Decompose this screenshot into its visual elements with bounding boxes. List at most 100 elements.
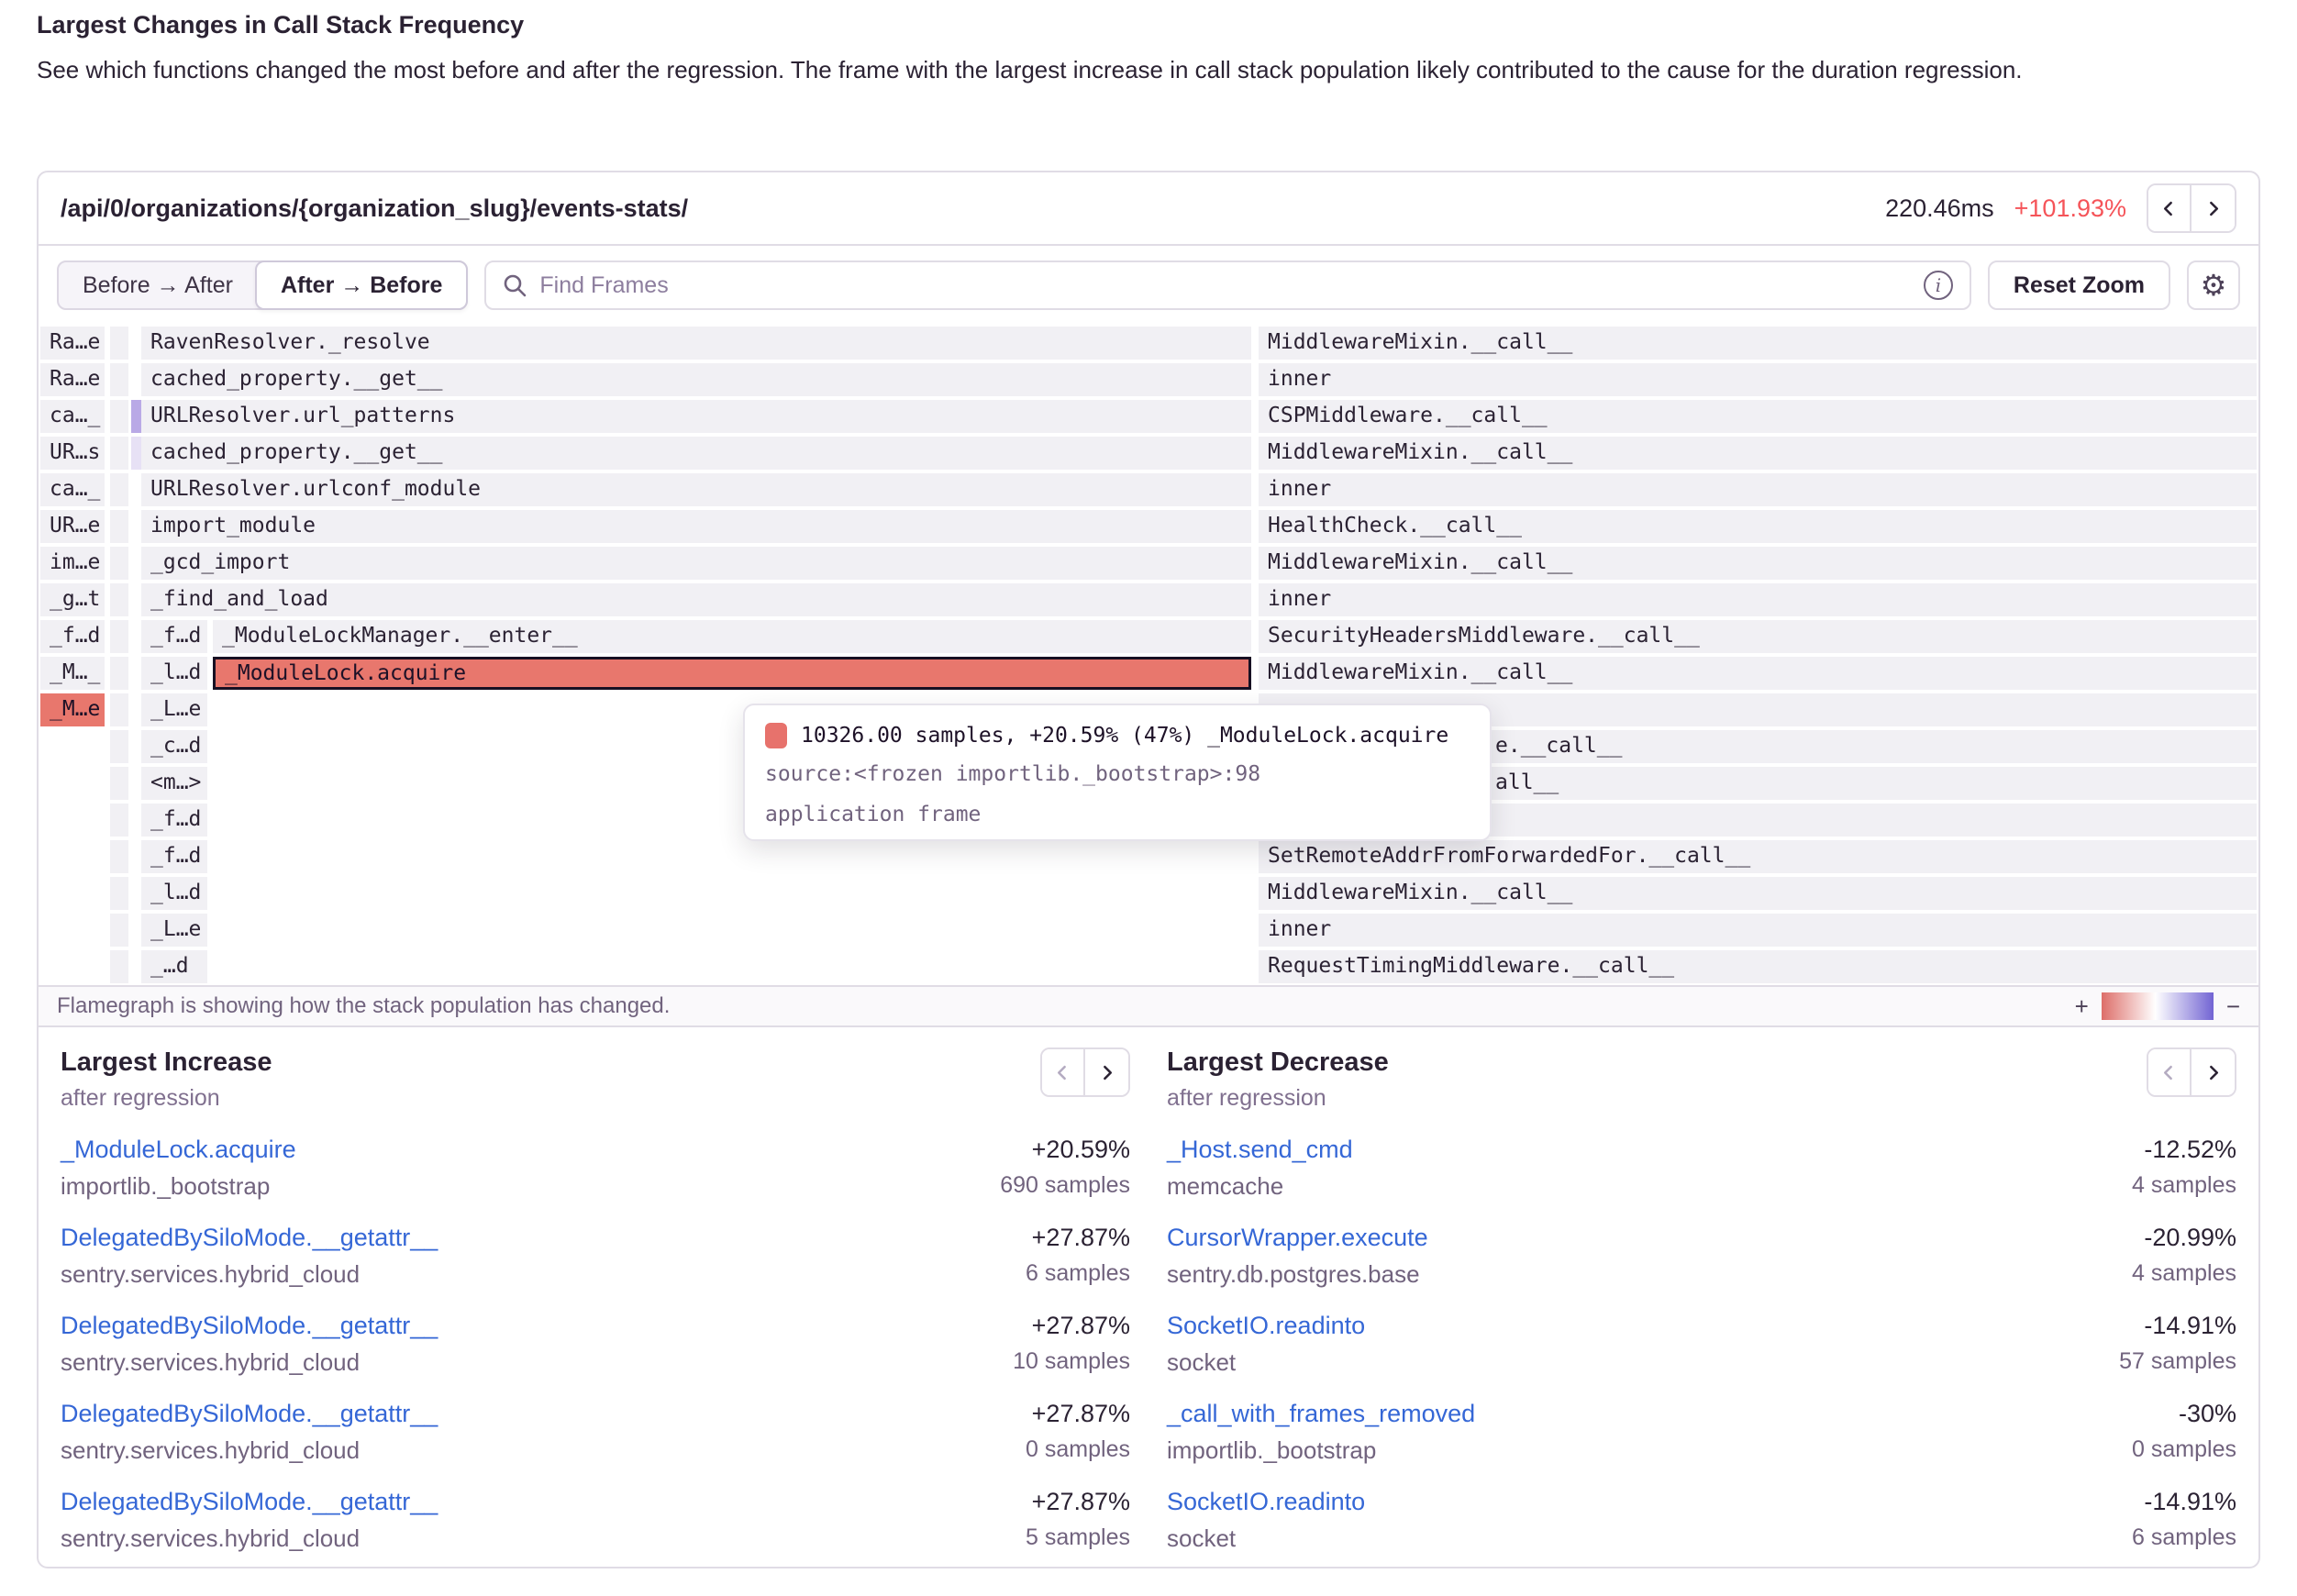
flame-frame[interactable]: <m…> [141,767,207,800]
flame-frame-sliver[interactable] [110,327,128,360]
flame-frame[interactable]: inner [1259,914,2257,947]
flame-frame[interactable]: _find_and_load [141,583,1251,616]
flame-frame[interactable]: _f…d [141,804,207,837]
list-item: DelegatedBySiloMode.__getattr__ sentry.s… [61,1400,1130,1465]
module-label: memcache [1167,1172,1284,1200]
function-link[interactable]: _ModuleLock.acquire [61,1136,296,1163]
list-item: CursorWrapper.execute sentry.db.postgres… [1167,1224,2236,1289]
function-link[interactable]: CursorWrapper.execute [1167,1224,1428,1251]
flame-frame[interactable]: _f…d [141,620,207,653]
flame-frame[interactable]: MiddlewareMixin.__call__ [1259,437,2257,470]
prev-page-button[interactable] [1042,1049,1085,1095]
flame-frame[interactable]: inner [1259,583,2257,616]
function-link[interactable]: _Host.send_cmd [1167,1136,1353,1163]
flame-frame[interactable]: URLResolver.urlconf_module [141,473,1251,506]
flame-frame[interactable]: _l…d [141,657,207,690]
function-link[interactable]: DelegatedBySiloMode.__getattr__ [61,1224,438,1251]
flame-frame[interactable]: im…e [40,547,105,580]
list-item: DelegatedBySiloMode.__getattr__ sentry.s… [61,1488,1130,1553]
toggle-before-after[interactable]: Before → After [83,272,233,298]
flame-frame-sliver[interactable] [110,473,128,506]
flame-frame-sliver[interactable] [110,950,128,983]
flame-frame[interactable]: import_module [141,510,1251,543]
function-link[interactable]: DelegatedBySiloMode.__getattr__ [61,1488,438,1515]
flame-frame[interactable]: _ModuleLockManager.__enter__ [213,620,1251,653]
flame-frame-sliver[interactable] [110,877,128,910]
search-input[interactable] [539,272,1911,299]
flame-frame[interactable]: UR…e [40,510,105,543]
flame-frame-sliver[interactable] [110,767,128,800]
function-link[interactable]: _call_with_frames_removed [1167,1400,1476,1427]
flame-frame-sliver[interactable] [110,657,128,690]
flame-frame[interactable]: Ra…e [40,363,105,396]
flame-frame[interactable]: SecurityHeadersMiddleware.__call__ [1259,620,2257,653]
flame-frame-sliver[interactable] [110,693,128,726]
next-page-button[interactable] [1085,1049,1128,1095]
flame-frame-sliver[interactable] [131,400,143,433]
flame-frame-sliver[interactable] [131,437,143,470]
flame-frame-sliver[interactable] [110,547,128,580]
flame-frame[interactable]: _c…d [141,730,207,763]
function-link[interactable]: DelegatedBySiloMode.__getattr__ [61,1312,438,1339]
flame-frame[interactable]: MiddlewareMixin.__call__ [1259,877,2257,910]
flame-frame[interactable]: SetRemoteAddrFromForwardedFor.__call__ [1259,840,2257,873]
flame-frame[interactable]: inner [1259,473,2257,506]
flame-frame-sliver[interactable] [110,583,128,616]
function-link[interactable]: SocketIO.readinto [1167,1488,1366,1515]
flame-frame[interactable]: URLResolver.url_patterns [141,400,1251,433]
flame-frame[interactable]: _l…d [141,877,207,910]
settings-button[interactable]: ⚙ [2187,260,2240,310]
flame-frame[interactable]: _M…_ [40,657,105,690]
list-item: DelegatedBySiloMode.__getattr__ sentry.s… [61,1224,1130,1289]
flame-frame[interactable]: MiddlewareMixin.__call__ [1259,547,2257,580]
frame-tooltip: 10326.00 samples, +20.59% (47%) _ModuleL… [743,704,1492,841]
flame-frame-sliver[interactable] [110,914,128,947]
flame-frame-sliver[interactable] [110,510,128,543]
flame-frame-sliver[interactable] [110,730,128,763]
flame-frame[interactable]: Ra…e [40,327,105,360]
flame-frame-sliver[interactable] [110,437,128,470]
selected-flame-frame[interactable]: _ModuleLock.acquire [213,657,1251,690]
flame-frame-sliver[interactable] [110,804,128,837]
flamegraph[interactable]: Ra…e RavenResolver._resolve MiddlewareMi… [39,325,2258,985]
flame-frame-sliver[interactable] [110,840,128,873]
flame-frame-sliver[interactable] [110,400,128,433]
flame-frame[interactable]: _L…e [141,914,207,947]
header-right: 220.46ms +101.93% [1885,183,2236,233]
flame-frame[interactable]: MiddlewareMixin.__call__ [1259,657,2257,690]
sample-count: 0 samples [1026,1436,1130,1462]
flame-frame[interactable]: cached_property.__get__ [141,437,1251,470]
toggle-after-before[interactable]: After → Before [254,260,469,310]
next-page-button[interactable] [2192,1049,2235,1095]
flame-frame[interactable]: _…d [141,950,207,983]
flame-frame[interactable]: inner [1259,363,2257,396]
flame-frame[interactable]: RavenResolver._resolve [141,327,1251,360]
search-icon [505,274,527,297]
function-link[interactable]: DelegatedBySiloMode.__getattr__ [61,1400,438,1427]
next-endpoint-button[interactable] [2192,185,2235,231]
find-frames-search[interactable]: i [484,260,1971,310]
flame-frame[interactable]: _L…e [141,693,207,726]
flame-frame[interactable]: _gcd_import [141,547,1251,580]
flame-frame[interactable]: ca…_ [40,473,105,506]
flame-frame[interactable]: _M…e [40,693,105,726]
flame-frame[interactable]: cached_property.__get__ [141,363,1251,396]
flame-frame-sliver[interactable] [110,363,128,396]
flame-frame[interactable]: _f…d [141,840,207,873]
flame-frame[interactable]: HealthCheck.__call__ [1259,510,2257,543]
flame-frame[interactable]: _g…t [40,583,105,616]
flame-frame[interactable]: RequestTimingMiddleware.__call__ [1259,950,2257,983]
function-link[interactable]: SocketIO.readinto [1167,1312,1366,1339]
flame-frame[interactable]: MiddlewareMixin.__call__ [1259,327,2257,360]
tooltip-frame-type: application frame [765,803,982,826]
flame-frame[interactable]: UR…s [40,437,105,470]
flame-frame-sliver[interactable] [110,620,128,653]
prev-page-button[interactable] [2148,1049,2192,1095]
reset-zoom-button[interactable]: Reset Zoom [1987,260,2170,310]
flame-frame[interactable]: _f…d [40,620,105,653]
chevron-right-icon [2210,1065,2219,1080]
flame-frame[interactable]: ca…_ [40,400,105,433]
flame-frame[interactable]: CSPMiddleware.__call__ [1259,400,2257,433]
info-icon[interactable]: i [1923,271,1953,300]
prev-endpoint-button[interactable] [2148,185,2192,231]
